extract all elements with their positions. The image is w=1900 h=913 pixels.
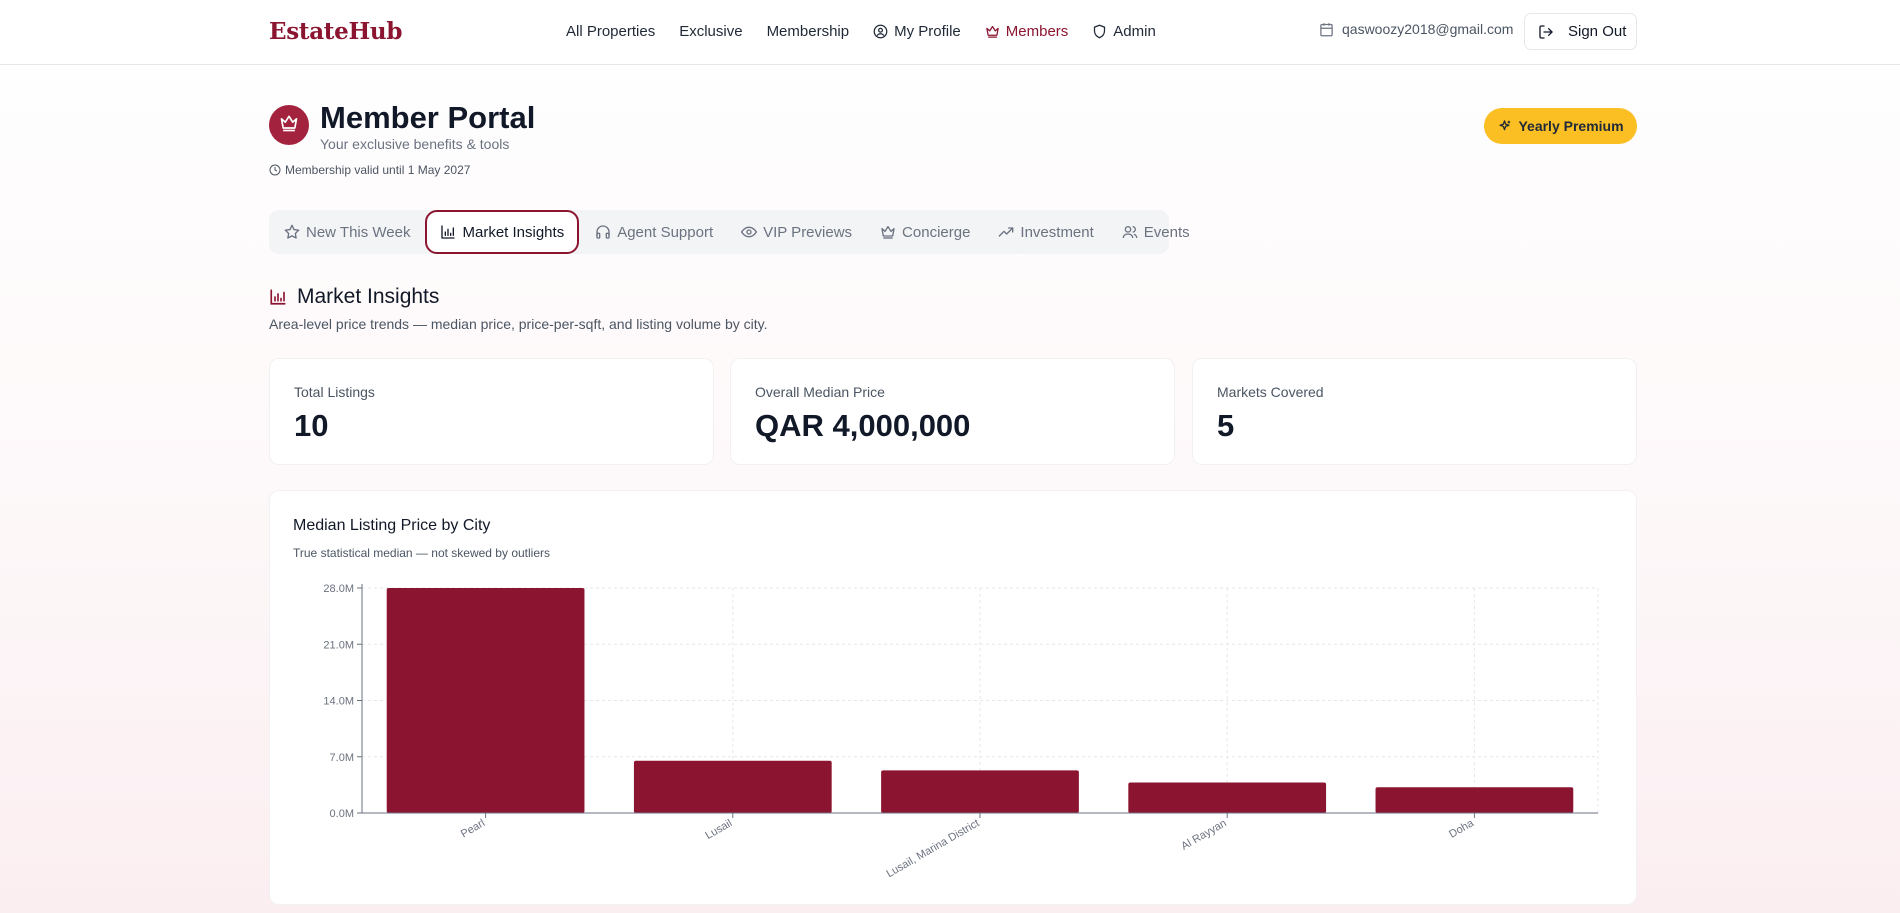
tab-concierge[interactable]: Concierge	[880, 210, 970, 254]
median-price-bar-chart: 0.0M 7.0M 14.0M 21.0M 28.0M Pearl Lusail Lusail…	[323, 583, 1599, 880]
tab-events[interactable]: Events	[1122, 210, 1190, 254]
user-email-text: qaswoozy2018@gmail.com	[1342, 21, 1514, 37]
page-title: Member Portal	[320, 100, 536, 135]
portal-crown-badge	[269, 105, 309, 145]
chart-bar	[1128, 782, 1327, 813]
section-heading: Market Insights	[269, 285, 439, 309]
plan-badge: Yearly Premium	[1484, 108, 1637, 144]
nav-label: All Properties	[566, 22, 656, 40]
stat-value: 10	[294, 408, 329, 443]
headphones-icon	[595, 224, 611, 240]
calendar-icon	[1319, 22, 1334, 37]
eye-icon	[741, 224, 758, 240]
chart-bar	[633, 760, 832, 813]
user-circle-icon	[873, 24, 888, 39]
page-subtitle: Your exclusive benefits & tools	[320, 136, 510, 152]
stat-value: 5	[1217, 408, 1235, 443]
chart-bar	[386, 588, 585, 813]
section-title: Market Insights	[297, 285, 440, 308]
y-tick-label: 7.0M	[330, 752, 354, 764]
nav-members[interactable]: Members	[985, 20, 1069, 42]
main-nav: All Properties Exclusive Membership My P…	[566, 20, 1180, 42]
y-tick-label: 0.0M	[330, 808, 354, 820]
nav-exclusive[interactable]: Exclusive	[679, 20, 742, 42]
log-out-icon	[1538, 24, 1554, 40]
stat-label: Overall Median Price	[755, 384, 885, 400]
nav-label: Members	[1005, 22, 1069, 40]
y-tick-label: 21.0M	[323, 639, 354, 651]
nav-label: Exclusive	[679, 22, 743, 40]
tab-investment[interactable]: Investment	[998, 210, 1094, 254]
tab-vip-previews[interactable]: VIP Previews	[741, 210, 852, 254]
member-tabs: New This Week Market Insights Agent Supp…	[269, 210, 1190, 254]
y-tick-label: 14.0M	[323, 696, 354, 708]
crown-icon	[279, 113, 299, 138]
nav-my-profile[interactable]: My Profile	[873, 20, 961, 42]
sparkles-icon	[1497, 119, 1512, 134]
nav-all-properties[interactable]: All Properties	[566, 20, 655, 42]
tab-label: New This Week	[306, 223, 411, 241]
nav-label: Membership	[766, 22, 850, 40]
user-email: qaswoozy2018@gmail.com	[1319, 21, 1513, 37]
membership-validity: Membership valid until 1 May 2027	[269, 163, 470, 177]
sign-out-button[interactable]: Sign Out	[1524, 13, 1637, 50]
chart-bar	[1375, 787, 1574, 813]
shield-icon	[1092, 24, 1107, 39]
tab-label: Concierge	[902, 223, 971, 241]
top-navbar: EstateHub All Properties Exclusive Membe…	[0, 0, 1900, 65]
chart-bar	[881, 770, 1079, 813]
x-tick-label: Lusail	[703, 817, 734, 842]
tab-agent-support[interactable]: Agent Support	[595, 210, 713, 254]
section-description: Area-level price trends — median price, …	[269, 316, 768, 332]
users-icon	[1122, 224, 1138, 240]
stat-card-total-listings: Total Listings 10	[269, 358, 714, 465]
x-tick-label: Doha	[1447, 817, 1477, 841]
chart-card: Median Listing Price by City True statis…	[269, 490, 1637, 905]
clock-icon	[269, 164, 281, 176]
x-tick-label: Pearl	[459, 817, 487, 840]
bar-chart-icon	[440, 224, 456, 240]
sign-out-label: Sign Out	[1568, 23, 1627, 40]
chart-subtitle: True statistical median — not skewed by …	[293, 546, 550, 560]
bar-chart-icon	[269, 288, 287, 306]
crown-icon	[985, 24, 1000, 39]
tab-label: Investment	[1020, 223, 1094, 241]
stat-label: Total Listings	[294, 384, 375, 400]
tab-label: Agent Support	[617, 223, 714, 241]
y-tick-label: 28.0M	[323, 583, 354, 595]
tab-label: Market Insights	[462, 223, 565, 241]
star-icon	[284, 224, 300, 240]
trending-up-icon	[998, 224, 1014, 240]
membership-validity-text: Membership valid until 1 May 2027	[285, 163, 471, 177]
stat-value: QAR 4,000,000	[755, 408, 971, 443]
plan-badge-label: Yearly Premium	[1518, 118, 1624, 134]
stat-card-markets-covered: Markets Covered 5	[1192, 358, 1637, 465]
chart-title: Median Listing Price by City	[293, 517, 491, 534]
stat-label: Markets Covered	[1217, 384, 1324, 400]
crown-icon	[880, 224, 896, 240]
nav-label: Admin	[1113, 22, 1156, 40]
tab-new-this-week[interactable]: New This Week	[284, 210, 410, 254]
tab-label: Events	[1143, 223, 1190, 241]
nav-membership[interactable]: Membership	[767, 20, 850, 42]
nav-admin[interactable]: Admin	[1092, 20, 1156, 42]
x-tick-label: Lusail, Marina District	[884, 817, 981, 880]
tab-label: VIP Previews	[763, 223, 853, 241]
stat-card-median-price: Overall Median Price QAR 4,000,000	[730, 358, 1175, 465]
x-tick-label: Al Rayyan	[1179, 817, 1228, 852]
nav-label: My Profile	[894, 22, 961, 40]
tab-market-insights[interactable]: Market Insights	[425, 210, 580, 254]
app-logo[interactable]: EstateHub	[269, 18, 403, 45]
